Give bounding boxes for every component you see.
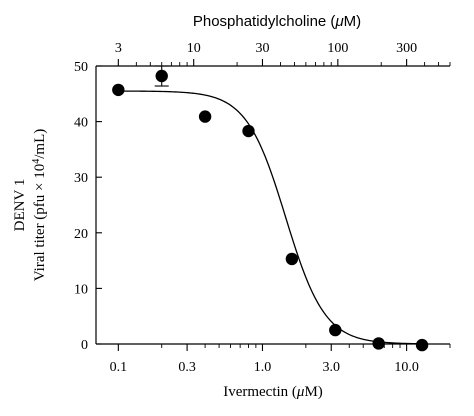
x-top-tick-label: 300 bbox=[396, 41, 417, 56]
axes bbox=[95, 59, 451, 351]
data-point bbox=[415, 338, 429, 352]
y-axis-title-line2: Viral titer (pfu × 104/mL) bbox=[31, 129, 49, 282]
x-bottom-label-unit: μ bbox=[296, 384, 305, 400]
y-tick-label: 0 bbox=[81, 338, 88, 353]
x-top-tick-label: 10 bbox=[187, 41, 201, 56]
x-top-label-prefix: Phosphatidylcholine ( bbox=[193, 13, 336, 30]
x-top-tick-label: 30 bbox=[255, 41, 269, 56]
y-tick-label: 50 bbox=[74, 60, 88, 75]
x-bottom-tick-label: 1.0 bbox=[254, 360, 272, 375]
fit-curve-layer bbox=[118, 90, 424, 345]
data-point bbox=[198, 110, 212, 123]
y-label-line1: DENV 1 bbox=[12, 179, 28, 232]
data-point bbox=[372, 337, 385, 350]
x-bottom-tick-label: 0.3 bbox=[178, 360, 196, 375]
x-bottom-tick-label: 10.0 bbox=[394, 360, 419, 375]
y-tick-label: 30 bbox=[74, 171, 88, 186]
data-points bbox=[112, 65, 429, 352]
data-point bbox=[285, 252, 299, 266]
data-point bbox=[329, 323, 342, 337]
y-label-line2-suffix: /mL) bbox=[32, 129, 48, 159]
x-top-label-unit: μ bbox=[334, 13, 343, 30]
y-label-line2-sup: 4 bbox=[31, 159, 42, 164]
x-axis-bottom-title: Ivermectin (μM) bbox=[223, 384, 323, 400]
x-bottom-tick-label: 0.1 bbox=[110, 360, 128, 375]
y-tick-label: 20 bbox=[74, 227, 88, 242]
x-axis-top-title: Phosphatidylcholine (μM) bbox=[193, 13, 361, 30]
y-tick-label: 10 bbox=[74, 282, 88, 297]
x-top-tick-label: 100 bbox=[327, 41, 348, 56]
x-top-label-suffix: M) bbox=[344, 13, 362, 30]
data-point bbox=[112, 83, 125, 97]
x-bottom-label-prefix: Ivermectin ( bbox=[223, 384, 297, 400]
x-bottom-tick-label: 3.0 bbox=[322, 360, 340, 375]
x-top-tick-label: 3 bbox=[115, 41, 122, 56]
y-axis-title-line1: DENV 1 bbox=[12, 179, 28, 232]
data-point bbox=[242, 124, 255, 138]
x-bottom-label-suffix: M) bbox=[304, 384, 322, 400]
axis-labels: 0 10 20 30 40 50 0.1 0.3 1.0 3.0 10.0 3 10 30 100 300 Iv… bbox=[12, 13, 419, 400]
y-label-line2-prefix: Viral titer (pfu × 10 bbox=[32, 164, 48, 282]
fit-curve bbox=[118, 90, 424, 345]
y-tick-label: 40 bbox=[74, 116, 88, 131]
data-point bbox=[155, 69, 168, 83]
